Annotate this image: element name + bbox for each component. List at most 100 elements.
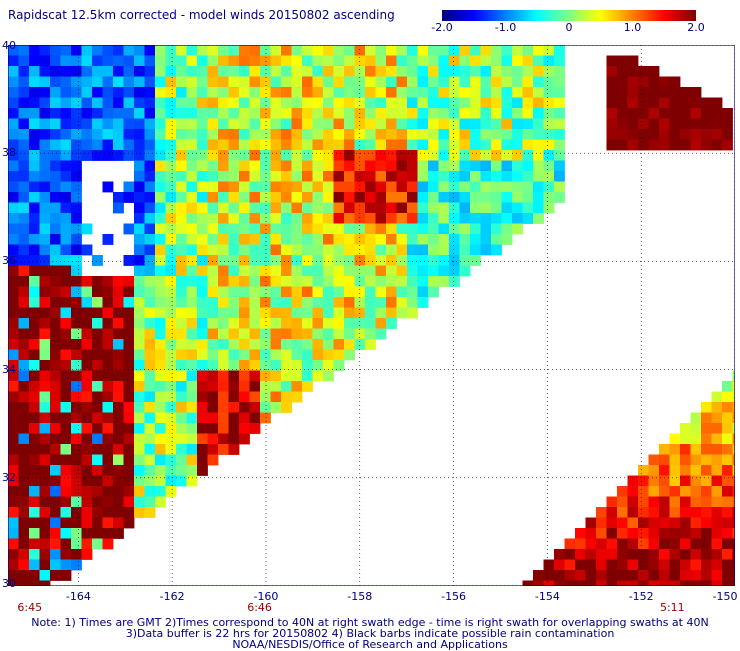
wind-cell [186,402,198,413]
wind-cell [407,307,418,319]
wind-cell [186,454,198,466]
wind-cell [113,517,124,529]
wind-cell [123,402,135,413]
wind-cell [71,97,82,109]
wind-cell [123,66,135,77]
wind-cell [155,192,166,203]
wind-cell [92,444,103,455]
wind-cell [512,213,523,224]
wind-cell [302,66,313,77]
wind-cell [333,255,345,266]
wind-cell [627,507,639,518]
wind-cell [680,580,691,586]
wind-cell [480,45,492,56]
wind-cell [60,465,72,476]
wind-cell [165,276,177,287]
wind-cell [344,171,355,182]
wind-cell [102,381,114,392]
wind-cell [186,171,198,182]
wind-cell [606,87,618,98]
wind-cell [354,150,366,161]
wind-cell [375,129,387,140]
wind-cell [575,559,586,571]
wind-cell [270,286,282,298]
wind-cell [281,328,292,340]
wind-cell [669,517,681,529]
wind-cell [302,339,313,350]
wind-cell [302,160,313,172]
wind-cell [386,307,397,319]
wind-cell [29,538,40,550]
wind-cell [134,118,145,130]
wind-cell [470,223,481,235]
wind-cell [218,234,229,245]
wind-cell [617,559,628,571]
wind-cell [29,276,40,287]
wind-cell [113,276,124,287]
wind-cell [659,517,670,529]
wind-cell [302,202,313,214]
wind-cell [144,286,156,298]
wind-cell [701,444,712,455]
wind-cell [249,339,261,350]
wind-cell [144,192,156,203]
wind-cell [396,234,408,245]
wind-cell [218,423,229,434]
wind-cell [606,129,618,140]
wind-cell [176,349,187,361]
wind-cell [218,360,229,371]
wind-cell [92,538,103,550]
wind-cell [302,307,313,319]
wind-cell [669,108,681,119]
wind-cell [365,66,376,77]
wind-cell [207,160,219,172]
wind-cell [186,55,198,67]
wind-cell [197,444,208,455]
wind-cell [228,150,240,161]
wind-cell [260,45,271,56]
wind-cell [29,486,40,497]
wind-cell [491,192,502,203]
wind-cell [197,45,208,56]
wind-cell [690,444,702,455]
wind-cell [218,213,229,224]
wind-cell [81,465,93,476]
wind-cell [690,496,702,508]
wind-cell [407,108,418,119]
wind-cell [291,286,303,298]
wind-cell [81,55,93,67]
wind-cell [407,255,418,266]
wind-cell [596,517,607,529]
wind-cell [39,465,51,476]
wind-cell [123,76,135,88]
wind-cell [165,234,177,245]
wind-cell [270,223,282,235]
wind-cell [81,549,93,560]
wind-cell [81,538,93,550]
wind-cell [438,139,450,151]
wind-cell [176,339,187,350]
wind-cell [123,129,135,140]
wind-cell [417,276,429,287]
wind-cell [291,244,303,256]
wind-cell [365,213,376,224]
wind-cell [60,255,72,266]
wind-cell [155,486,166,497]
wind-cell [60,328,72,340]
wind-cell [585,559,597,571]
wind-cell [134,129,145,140]
wind-cell [29,234,40,245]
wind-cell [197,454,208,466]
wind-cell [155,339,166,350]
wind-cell [606,570,618,581]
wind-cell [18,549,30,560]
wind-cell [18,307,30,319]
wind-cell [144,255,156,266]
wind-cell [8,45,19,56]
wind-cell [438,213,450,224]
wind-cell [113,87,124,98]
wind-cell [543,580,555,586]
wind-cell [186,139,198,151]
wind-cell [648,486,660,497]
wind-cell [228,307,240,319]
